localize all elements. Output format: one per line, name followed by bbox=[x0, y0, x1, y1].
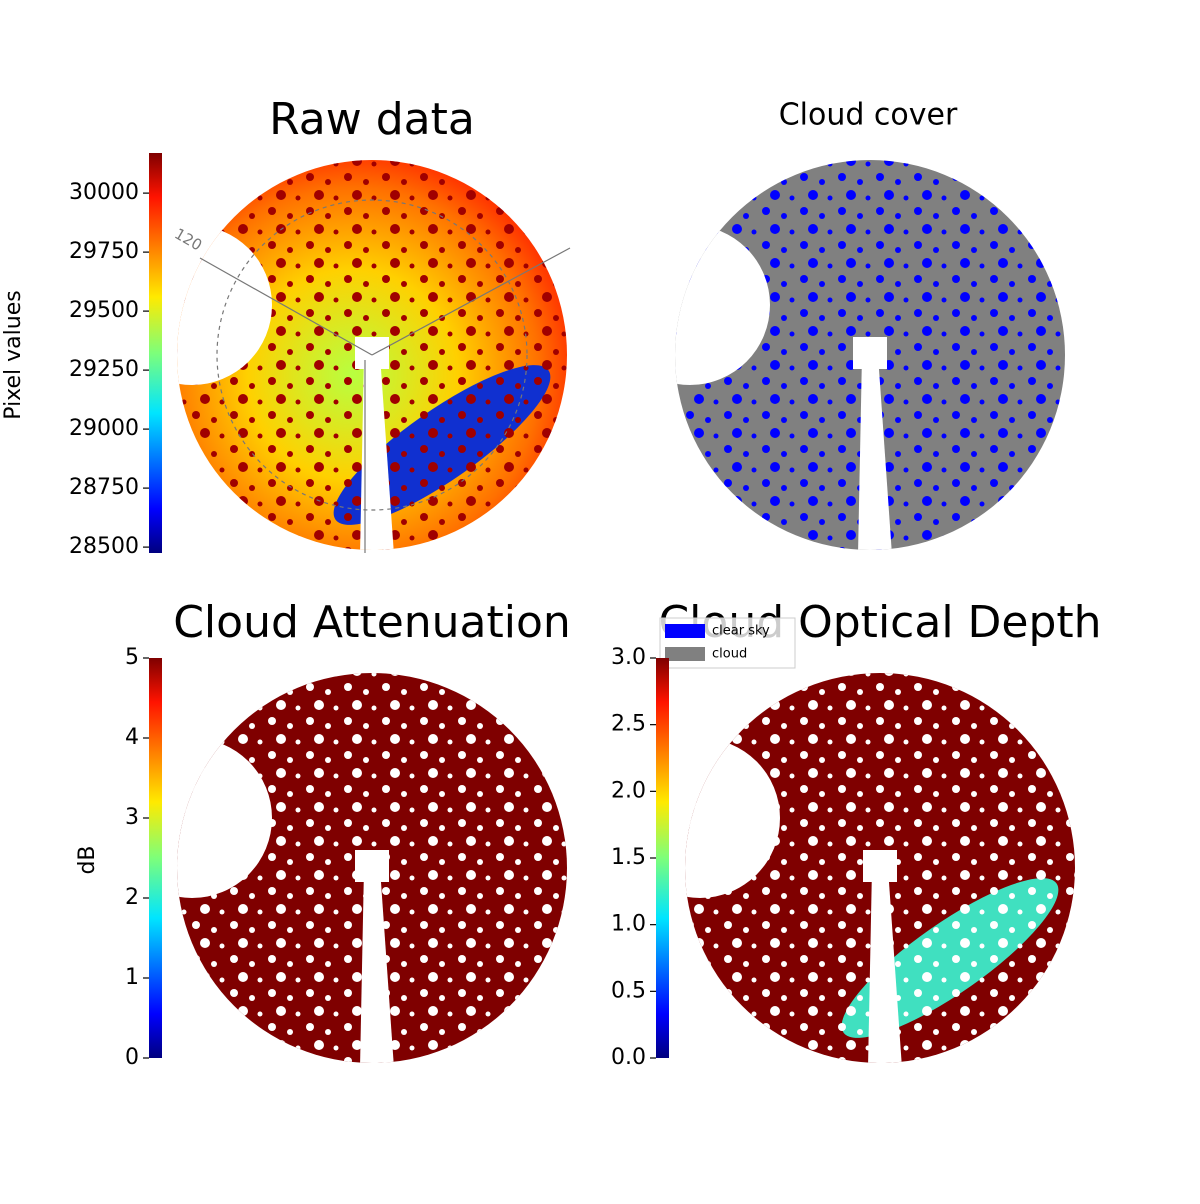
mask-center bbox=[355, 337, 389, 369]
colorbar bbox=[149, 153, 162, 553]
colorbar-label: dB bbox=[75, 845, 100, 874]
mask-slit bbox=[360, 868, 394, 1063]
mask-center bbox=[355, 850, 389, 882]
legend: clear sky cloud bbox=[659, 617, 796, 669]
sky-image bbox=[685, 673, 1075, 1063]
y-tick-label: 0 bbox=[125, 1045, 139, 1070]
mask-notch bbox=[177, 738, 272, 898]
sky-image bbox=[177, 160, 567, 550]
y-tick-label: 30000 bbox=[69, 180, 139, 205]
y-tick-label: 1.5 bbox=[611, 845, 646, 870]
legend-swatch bbox=[665, 647, 705, 661]
y-tick-label: 2.5 bbox=[611, 712, 646, 737]
panel-title: Cloud Attenuation bbox=[173, 597, 571, 648]
y-tick-label: 3 bbox=[125, 805, 139, 830]
mask-notch bbox=[675, 225, 770, 385]
mask-center bbox=[853, 337, 887, 369]
y-tick-label: 29000 bbox=[69, 416, 139, 441]
y-tick-label: 4 bbox=[125, 725, 139, 750]
y-tick-label: 28750 bbox=[69, 475, 139, 500]
y-tick-label: 5 bbox=[125, 645, 139, 670]
images bbox=[177, 160, 1075, 1063]
y-tick-label: 29750 bbox=[69, 239, 139, 264]
colorbar bbox=[656, 658, 669, 1058]
y-tick-label: 28500 bbox=[69, 534, 139, 559]
legend-swatch bbox=[665, 624, 705, 638]
annotation: 120 bbox=[171, 225, 205, 255]
sky-image bbox=[675, 160, 1065, 550]
y-tick-label: 29500 bbox=[69, 298, 139, 323]
colorbar bbox=[149, 658, 162, 1058]
panel-title: Cloud cover bbox=[779, 98, 958, 133]
y-tick-label: 2.0 bbox=[611, 778, 646, 803]
y-tick-label: 0.5 bbox=[611, 978, 646, 1003]
y-tick-label: 3.0 bbox=[611, 645, 646, 670]
mask-notch bbox=[685, 738, 780, 898]
mask-notch bbox=[177, 225, 272, 385]
panel-title: Raw data bbox=[269, 94, 475, 145]
mask-center bbox=[863, 850, 897, 882]
y-tick-label: 2 bbox=[125, 885, 139, 910]
y-tick-label: 1 bbox=[125, 965, 139, 990]
legend-label: clear sky bbox=[712, 624, 770, 639]
polar-grid bbox=[199, 199, 571, 553]
colorbar-label: Pixel values bbox=[1, 290, 26, 419]
y-tick-label: 29250 bbox=[69, 357, 139, 382]
y-tick-label: 0.0 bbox=[611, 1045, 646, 1070]
mask-slit bbox=[858, 355, 892, 550]
mask-slit bbox=[360, 355, 394, 550]
mask-slit bbox=[868, 868, 902, 1063]
y-tick-label: 1.0 bbox=[611, 912, 646, 937]
legend-label: cloud bbox=[712, 647, 747, 662]
sky-image bbox=[177, 673, 567, 1063]
